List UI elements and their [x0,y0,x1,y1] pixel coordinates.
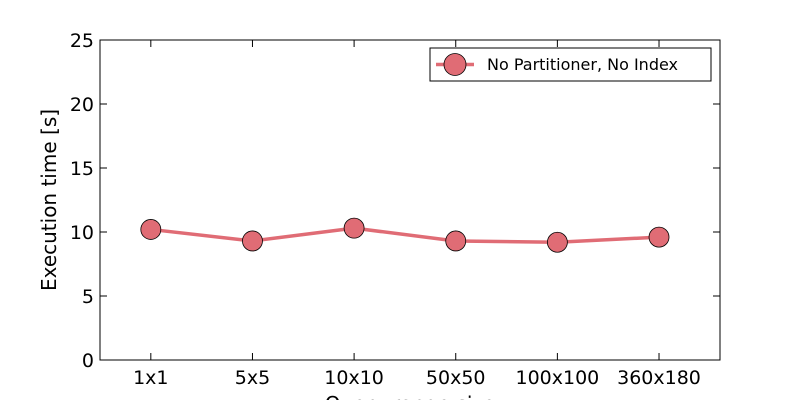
x-tick-label: 10x10 [324,367,384,389]
y-tick-label: 10 [70,222,94,244]
x-tick-label: 50x50 [426,367,486,389]
legend-label: No Partitioner, No Index [487,55,678,74]
y-tick-label: 0 [82,350,94,372]
legend-box [429,47,712,82]
x-axis: 1x1 5x5 10x10 50x50 100x100 360x180 [133,40,701,389]
series-line [150,226,660,244]
y-tick-label: 5 [82,286,94,308]
x-tick-label: 100x100 [515,367,599,389]
y-axis-label: Execution time [s] [37,109,61,291]
x-tick-label: 360x180 [617,367,701,389]
y-axis: 0 5 10 15 20 25 [70,30,720,372]
x-tick-label: 5x5 [235,367,270,389]
data-point [648,226,670,248]
y-tick-label: 15 [70,158,94,180]
data-point [546,231,568,253]
x-axis-label: Query range size [325,392,495,400]
x-tick-label: 1x1 [133,367,168,389]
data-point [242,230,263,252]
data-point [445,230,467,252]
legend: No Partitioner, No Index [429,47,712,82]
y-tick-label: 25 [70,30,94,52]
data-point [343,217,365,239]
series-group [140,217,670,253]
y-tick-label: 20 [70,94,94,116]
data-point [140,219,162,240]
plot-area [99,39,721,361]
legend-marker [443,53,467,76]
